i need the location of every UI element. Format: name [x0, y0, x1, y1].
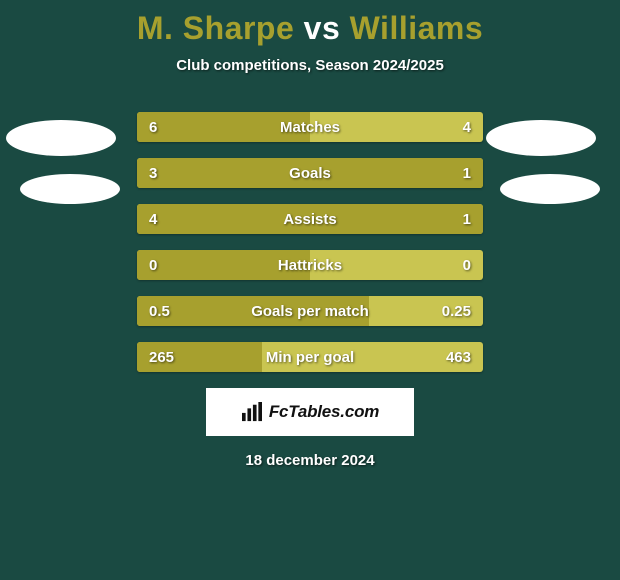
page-title: M. Sharpe vs Williams — [0, 10, 620, 47]
brand-badge[interactable]: FcTables.com — [206, 388, 414, 436]
stat-row: 31Goals — [137, 158, 483, 188]
brand-text: FcTables.com — [269, 402, 379, 422]
avatar-placeholder-left-1 — [6, 120, 116, 156]
stat-label: Min per goal — [137, 342, 483, 372]
avatar-placeholder-right-1 — [486, 120, 596, 156]
bars-logo-icon — [241, 402, 263, 422]
stat-row: 0.50.25Goals per match — [137, 296, 483, 326]
comparison-card: M. Sharpe vs Williams Club competitions,… — [0, 0, 620, 580]
stat-label: Goals — [137, 158, 483, 188]
stat-row: 00Hattricks — [137, 250, 483, 280]
stat-label: Matches — [137, 112, 483, 142]
title-player-left: M. Sharpe — [137, 10, 294, 46]
avatar-placeholder-left-2 — [20, 174, 120, 204]
stat-row: 41Assists — [137, 204, 483, 234]
avatar-placeholder-right-2 — [500, 174, 600, 204]
subtitle: Club competitions, Season 2024/2025 — [0, 57, 620, 74]
date-label: 18 december 2024 — [0, 452, 620, 469]
title-player-right: Williams — [350, 10, 484, 46]
title-vs: vs — [304, 10, 341, 46]
stat-label: Hattricks — [137, 250, 483, 280]
stat-row: 64Matches — [137, 112, 483, 142]
stat-label: Goals per match — [137, 296, 483, 326]
stat-bars: 64Matches 31Goals 41Assists 00Hattricks 0.50… — [137, 112, 483, 372]
stat-row: 265463Min per goal — [137, 342, 483, 372]
stat-label: Assists — [137, 204, 483, 234]
